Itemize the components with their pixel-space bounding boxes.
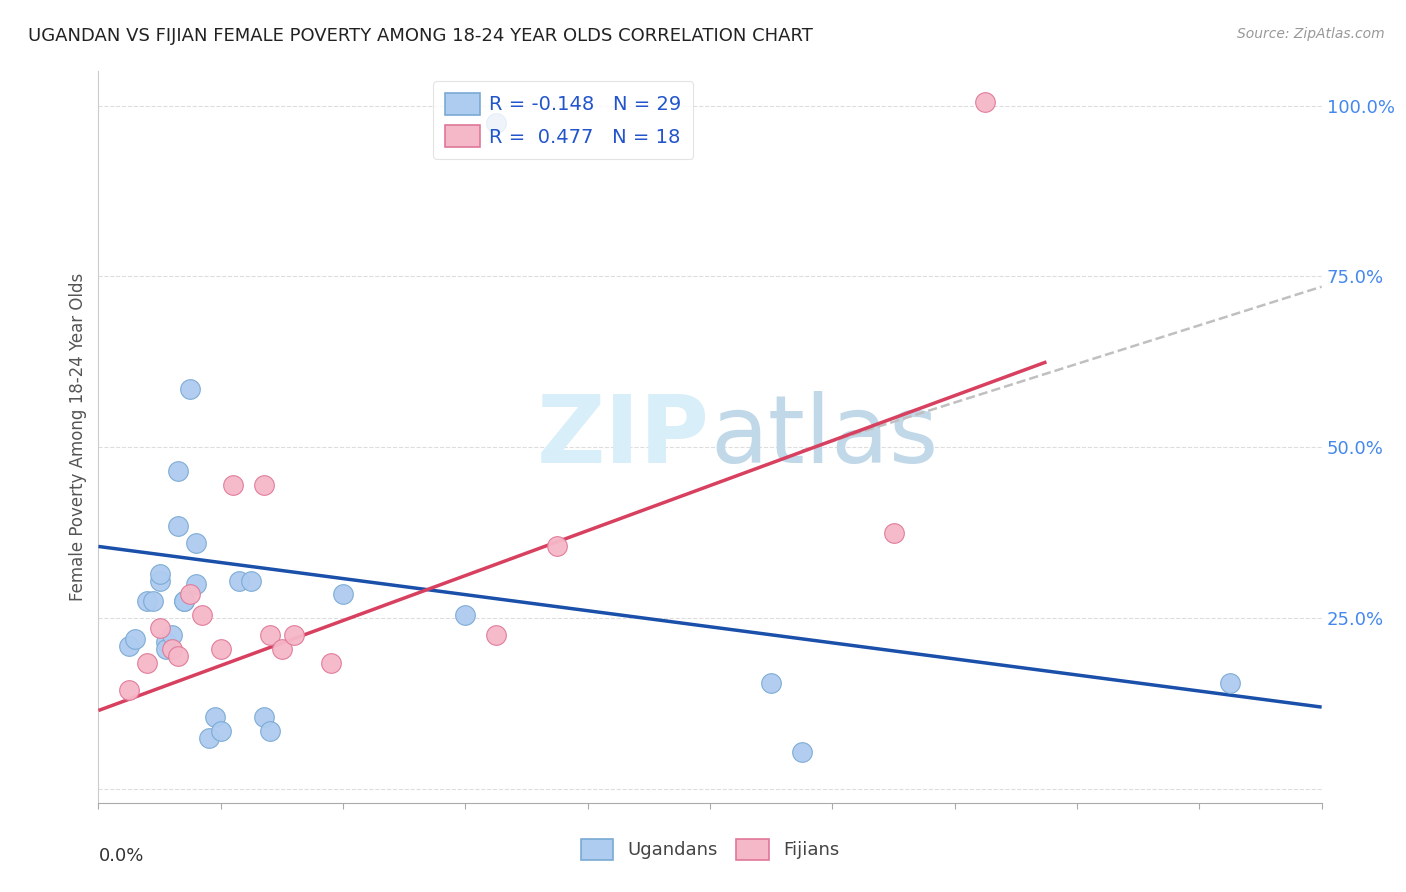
Text: atlas: atlas [710, 391, 938, 483]
Point [259, 724, 281, 739]
Point [155, 635, 177, 649]
Point [160, 642, 183, 657]
Point [118, 639, 141, 653]
Point [228, 574, 250, 588]
Point [1219, 676, 1241, 690]
Point [209, 642, 232, 657]
Text: Source: ZipAtlas.com: Source: ZipAtlas.com [1237, 27, 1385, 41]
Point [179, 382, 201, 396]
Text: UGANDAN VS FIJIAN FEMALE POVERTY AMONG 18-24 YEAR OLDS CORRELATION CHART: UGANDAN VS FIJIAN FEMALE POVERTY AMONG 1… [28, 27, 813, 45]
Point [191, 607, 214, 622]
Point [167, 519, 190, 533]
Text: ZIP: ZIP [537, 391, 710, 483]
Point [222, 478, 245, 492]
Point [283, 628, 305, 642]
Point [319, 656, 342, 670]
Point [149, 574, 172, 588]
Point [209, 724, 232, 739]
Point [149, 566, 172, 581]
Point [149, 622, 172, 636]
Point [974, 95, 997, 109]
Point [197, 731, 219, 745]
Point [546, 540, 568, 554]
Point [186, 577, 208, 591]
Point [155, 642, 177, 657]
Point [270, 642, 292, 657]
Point [883, 525, 905, 540]
Text: 0.0%: 0.0% [98, 847, 143, 864]
Point [332, 587, 354, 601]
Point [240, 574, 263, 588]
Point [118, 683, 141, 698]
Point [167, 648, 190, 663]
Point [179, 587, 201, 601]
Point [759, 676, 782, 690]
Point [167, 464, 190, 478]
Point [790, 745, 813, 759]
Point [186, 536, 208, 550]
Point [173, 594, 195, 608]
Point [136, 594, 159, 608]
Point [160, 628, 183, 642]
Point [136, 656, 159, 670]
Point [252, 710, 274, 724]
Point [259, 628, 281, 642]
Legend: Ugandans, Fijians: Ugandans, Fijians [574, 831, 846, 867]
Point [252, 478, 274, 492]
Point [485, 115, 508, 129]
Point [485, 628, 508, 642]
Point [204, 710, 226, 724]
Point [454, 607, 477, 622]
Point [124, 632, 146, 646]
Point [173, 594, 195, 608]
Point [142, 594, 165, 608]
Y-axis label: Female Poverty Among 18-24 Year Olds: Female Poverty Among 18-24 Year Olds [69, 273, 87, 601]
